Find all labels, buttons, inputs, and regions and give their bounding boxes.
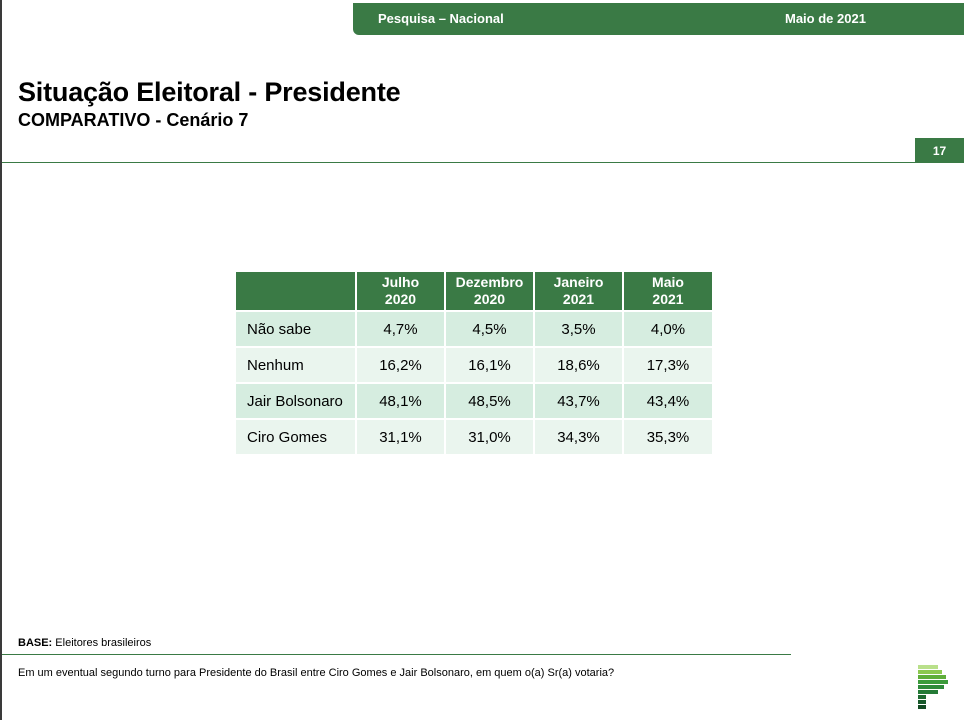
table-cell: 48,5%	[445, 382, 535, 419]
column-header-year: 2021	[562, 291, 595, 307]
survey-question: Em um eventual segundo turno para Presid…	[18, 667, 615, 679]
table-cell: 4,7%	[356, 310, 446, 347]
column-header: Janeiro 2021	[534, 272, 624, 311]
table-cell: 17,3%	[623, 346, 712, 383]
row-label: Não sabe	[236, 310, 357, 347]
table-cell: 31,0%	[445, 418, 535, 454]
table-cell: 43,4%	[623, 382, 712, 419]
table-cell: 35,3%	[623, 418, 712, 454]
table-cell: 43,7%	[534, 382, 624, 419]
table-header-row: Julho 2020 Dezembro 2020 Janeiro 2021 Maio 2…	[236, 272, 712, 311]
logo-icon	[918, 665, 948, 709]
column-header-year: 2021	[652, 291, 684, 307]
base-label: BASE:	[18, 637, 53, 649]
column-header-month: Julho	[381, 274, 420, 290]
footer-divider	[2, 654, 791, 655]
table-row: Nenhum 16,2% 16,1% 18,6% 17,3%	[236, 346, 712, 383]
table-cell: 31,1%	[356, 418, 446, 454]
table-cell: 16,1%	[445, 346, 535, 383]
top-banner: Pesquisa – Nacional Maio de 2021	[353, 3, 964, 35]
column-header: Julho 2020	[356, 272, 446, 311]
column-header: Dezembro 2020	[445, 272, 535, 311]
page-number-badge: 17	[915, 138, 964, 163]
column-header: Maio 2021	[623, 272, 712, 311]
table-cell: 4,5%	[445, 310, 535, 347]
page-subtitle: COMPARATIVO - Cenário 7	[18, 110, 249, 130]
row-label: Jair Bolsonaro	[236, 382, 357, 419]
survey-name: Pesquisa – Nacional	[378, 11, 504, 26]
table-cell: 4,0%	[623, 310, 712, 347]
table-row: Ciro Gomes 31,1% 31,0% 34,3% 35,3%	[236, 418, 712, 454]
table-cell: 34,3%	[534, 418, 624, 454]
table-cell: 16,2%	[356, 346, 446, 383]
table-row: Não sabe 4,7% 4,5% 3,5% 4,0%	[236, 310, 712, 347]
column-header-month: Dezembro	[455, 274, 524, 290]
column-header-month: Maio	[652, 274, 684, 290]
row-label: Ciro Gomes	[236, 418, 357, 454]
header-empty-cell	[236, 272, 357, 311]
table-cell: 3,5%	[534, 310, 624, 347]
header-divider	[2, 162, 964, 163]
page-title: Situação Eleitoral - Presidente	[18, 77, 401, 107]
column-header-month: Janeiro	[553, 274, 604, 290]
base-note: BASE: Eleitores brasileiros	[18, 637, 151, 649]
table-cell: 48,1%	[356, 382, 446, 419]
page-border	[0, 0, 2, 720]
table-row: Jair Bolsonaro 48,1% 48,5% 43,7% 43,4%	[236, 382, 712, 419]
survey-date: Maio de 2021	[785, 11, 866, 26]
column-header-year: 2020	[384, 291, 417, 307]
row-label: Nenhum	[236, 346, 357, 383]
comparison-table: Julho 2020 Dezembro 2020 Janeiro 2021 Maio 2…	[236, 272, 712, 454]
column-header-year: 2020	[473, 291, 506, 307]
base-text: Eleitores brasileiros	[52, 637, 152, 649]
table-cell: 18,6%	[534, 346, 624, 383]
